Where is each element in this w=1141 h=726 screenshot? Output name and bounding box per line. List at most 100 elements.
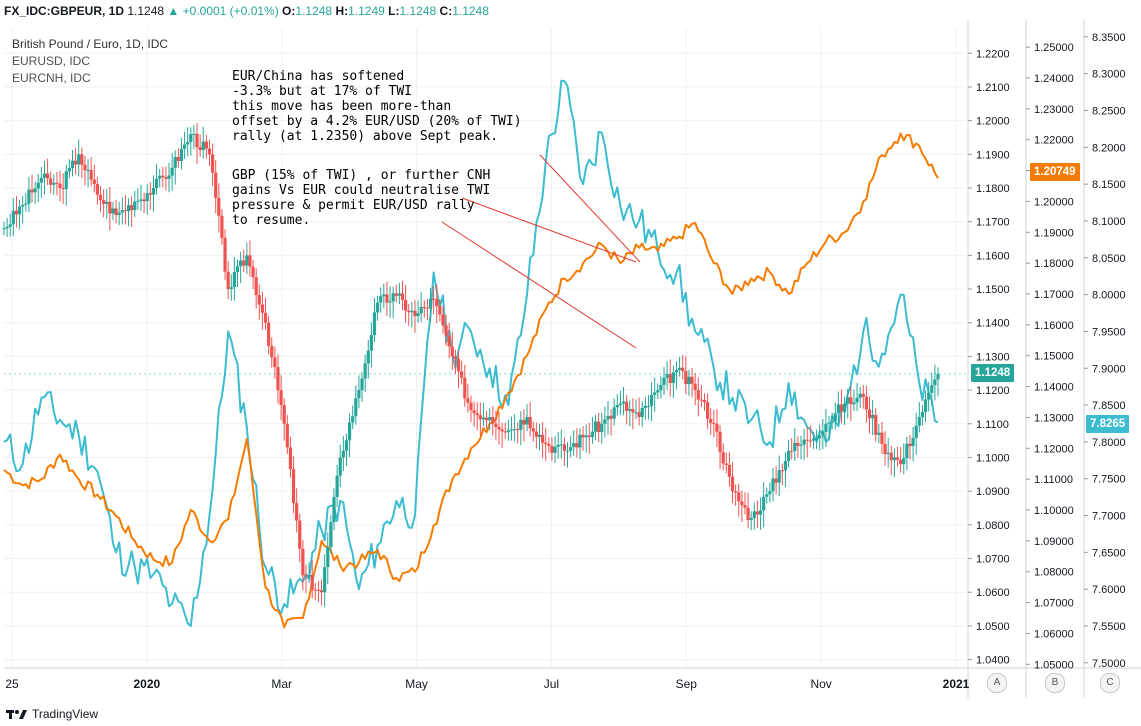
candle-up [33, 188, 37, 193]
legend-eurcnh[interactable]: EURCNH, IDC [12, 71, 91, 85]
annotation-note-1[interactable]: EUR/China has softened -3.3% but at 17% … [232, 69, 522, 144]
price-axis-b[interactable]: 1.250001.240001.230001.220001.210001.200… [1026, 42, 1074, 671]
candle-up [179, 148, 184, 161]
candle-down [404, 299, 408, 311]
candle-down [407, 310, 411, 313]
candle-down [690, 376, 694, 384]
candle-up [24, 203, 28, 205]
candle-up [376, 302, 380, 313]
symbol-header: FX_IDC:GBPEUR, 1D 1.1248 ▲ +0.0001 (+0.0… [4, 4, 489, 18]
legend-main-series[interactable]: British Pound / Euro, 1D, IDC [12, 37, 169, 51]
gbpeur-price-tag: 1.1248 [971, 364, 1015, 382]
candle-down [702, 400, 707, 403]
time-axis-label: Jul [544, 677, 559, 691]
candle-up [64, 171, 68, 189]
candle-up [628, 409, 632, 411]
last-price: 1.1248 [127, 4, 165, 18]
candle-down [260, 304, 265, 313]
axis-a-button[interactable]: A [987, 673, 1007, 693]
candle-down [484, 417, 489, 421]
candle-up [762, 496, 766, 511]
axis-tick-label: 1.05000 [1034, 659, 1074, 671]
candle-up [154, 178, 159, 188]
candle-up [158, 175, 162, 179]
price-axis-c[interactable]: 8.3500 8.3000 8.2500 8.2000 8.1500 8.1000 8.05… [1084, 32, 1126, 670]
candle-up [659, 384, 663, 391]
legend-eurusd[interactable]: EURUSD, IDC [12, 54, 91, 68]
candle-up [235, 266, 240, 273]
candle-up [674, 369, 679, 373]
price-axis-a[interactable]: 1.2200 1.2100 1.2000 1.1900 1.1800 1.1700 1.16… [968, 48, 1010, 667]
candle-down [908, 443, 912, 447]
tradingview-brand[interactable]: TradingView [6, 707, 98, 721]
candle-down [808, 440, 812, 442]
candle-up [332, 496, 336, 523]
candle-down [684, 371, 688, 385]
candle-up [852, 402, 856, 405]
candle-up [621, 401, 626, 404]
candle-down [874, 414, 878, 435]
candle-down [130, 205, 134, 211]
candle-down [522, 419, 526, 425]
candle-up [391, 293, 395, 302]
candle-up [818, 435, 822, 439]
candle-down [270, 345, 274, 358]
candle-down [273, 357, 277, 368]
candle-up [855, 397, 859, 403]
time-axis[interactable]: 25 2020 Mar May Jul Sep Nov 2021 [5, 677, 969, 691]
candle-up [556, 444, 560, 447]
annotation-lines[interactable] [4, 154, 968, 375]
candle-down [441, 314, 445, 326]
candle-up [329, 522, 333, 548]
axis-tick-label: 1.17000 [1034, 289, 1074, 301]
candle-down [432, 298, 436, 300]
candle-up [649, 394, 654, 406]
candle-down [267, 322, 271, 346]
axis-tick-label: 1.12000 [1034, 443, 1074, 455]
candle-down [715, 423, 719, 432]
annotation-note-2[interactable]: GBP (15% of TWI) , or further CNH gains … [232, 168, 491, 228]
candle-down [45, 173, 50, 179]
candle-up [363, 363, 367, 379]
candle-down [80, 154, 84, 165]
candle-up [139, 199, 143, 201]
candle-up [569, 447, 573, 451]
axis-tick-label: 1.0400 [976, 655, 1010, 667]
candle-up [2, 228, 6, 230]
candle-up [145, 193, 149, 202]
axis-tick-label: 1.1800 [976, 183, 1010, 195]
candle-down [755, 511, 760, 515]
candle-up [372, 312, 377, 336]
candle-up [590, 431, 595, 438]
axis-tick-label: 8.3000 [1092, 69, 1126, 81]
candle-up [5, 226, 9, 229]
candle-down [276, 367, 280, 391]
axis-tick-label: 1.1100 [976, 419, 1009, 431]
candle-up [603, 419, 607, 424]
axis-tick-label: 1.06000 [1034, 628, 1074, 640]
axis-tick-label: 1.1000 [976, 452, 1010, 464]
axis-tick-label: 7.5000 [1092, 658, 1126, 670]
candle-up [245, 255, 249, 266]
candle-up [553, 446, 557, 453]
symbol-name[interactable]: FX_IDC:GBPEUR, 1D [4, 4, 125, 18]
axis-c-button[interactable]: C [1100, 673, 1120, 693]
candle-down [114, 208, 118, 215]
candle-down [562, 444, 566, 451]
candle-down [547, 444, 551, 446]
candle-up [239, 260, 243, 267]
eurusd-price-tag: 1.20749 [1030, 163, 1080, 181]
candle-down [422, 307, 426, 309]
candle-up [537, 434, 542, 437]
candle-down [550, 445, 554, 453]
candle-up [905, 443, 909, 459]
axis-b-button[interactable]: B [1045, 673, 1065, 693]
candle-up [671, 372, 675, 383]
price-change: ▲ +0.0001 (+0.01%) [167, 4, 279, 18]
candle-up [572, 443, 576, 448]
candle-down [89, 169, 93, 180]
candle-down [724, 463, 728, 465]
candle-down [796, 442, 800, 446]
axis-tick-label: 1.2000 [976, 116, 1010, 128]
